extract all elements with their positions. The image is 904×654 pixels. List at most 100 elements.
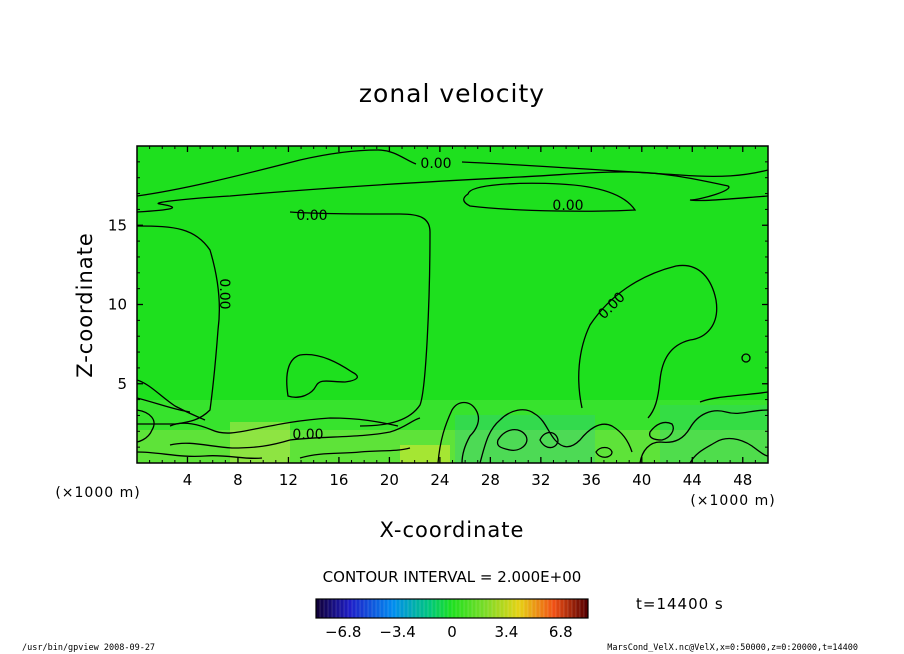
colorbar-cells (315, 599, 589, 618)
colorbar-cell (408, 599, 413, 618)
contour-line (137, 397, 191, 413)
contour-line (639, 409, 768, 463)
colorbar-tick-label: 0 (447, 623, 457, 641)
warm-patch-shading (400, 445, 450, 463)
colorbar-cell (340, 599, 345, 618)
contour-interval-text: CONTOUR INTERVAL = 2.000E+00 (323, 568, 582, 586)
colorbar-cell (552, 599, 557, 618)
colorbar-cell (392, 599, 397, 618)
colorbar-cell (556, 599, 561, 618)
contour-label: 0.00 (296, 208, 327, 224)
colorbar-cell (436, 599, 441, 618)
colorbar-cell (316, 599, 321, 618)
contour-line (539, 431, 559, 449)
x-tick-label: 32 (531, 471, 550, 489)
colorbar-cell (320, 599, 325, 618)
x-unit-label-right: (×1000 m) (690, 493, 775, 509)
colorbar-cell (488, 599, 493, 618)
colorbar-cell (532, 599, 537, 618)
colorbar-cell (464, 599, 469, 618)
colorbar-cell (484, 599, 489, 618)
contour-line (648, 421, 674, 441)
contour-line (479, 409, 633, 463)
x-tick-label: 12 (279, 471, 298, 489)
x-axis-ticks: 4 8 12 16 20 24 28 32 36 40 44 48 (149, 146, 756, 489)
x-tick-label: 40 (632, 471, 651, 489)
colorbar-cell (572, 599, 577, 618)
contour-label: 0.00 (216, 278, 232, 309)
colorbar-cell (344, 599, 349, 618)
colorbar-cell (380, 599, 385, 618)
x-axis-label: X-coordinate (380, 518, 525, 542)
colorbar-cell (584, 599, 589, 618)
contour-line (699, 391, 768, 403)
x-tick-label: 20 (380, 471, 399, 489)
x-tick-label: 44 (683, 471, 702, 489)
colorbar-cell (452, 599, 457, 618)
colorbar-cell (324, 599, 329, 618)
x-tick-label: 36 (582, 471, 601, 489)
contour-lines (137, 149, 768, 463)
contour-line (169, 417, 421, 449)
contour-line (169, 417, 399, 434)
colorbar-cell (516, 599, 521, 618)
contour-label: 0.00 (420, 156, 451, 172)
x-tick-label: 28 (481, 471, 500, 489)
colorbar-cell (472, 599, 477, 618)
contour-labels: 0.000.000.000.00 0.000.00 (216, 156, 629, 443)
colorbar-cell (492, 599, 497, 618)
contour-line (286, 353, 358, 398)
colorbar-cell (440, 599, 445, 618)
contour-label: 0.00 (292, 427, 323, 443)
y-tick-label: 15 (108, 216, 127, 234)
colorbar-cell (520, 599, 525, 618)
colorbar-cell (348, 599, 353, 618)
footer-program-date: /usr/bin/gpview 2008-09-27 (22, 643, 155, 653)
colorbar-cell (400, 599, 405, 618)
x-tick-label: 4 (183, 471, 193, 489)
colorbar-cell (564, 599, 569, 618)
colorbar-cell (576, 599, 581, 618)
colorbar-cell (396, 599, 401, 618)
contour-line (137, 451, 263, 460)
colorbar-cell (456, 599, 461, 618)
colorbar-cell (328, 599, 333, 618)
colorbar-cell (412, 599, 417, 618)
colorbar-cell (500, 599, 505, 618)
colorbar-cell (420, 599, 425, 618)
colorbar-cell (448, 599, 453, 618)
colorbar-cell (560, 599, 565, 618)
contour-line (496, 429, 528, 451)
colorbar-cell (388, 599, 393, 618)
contour-line (741, 353, 751, 363)
contour-line (463, 182, 637, 212)
colorbar-cell (372, 599, 377, 618)
colorbar: −6.8 −3.4 0 3.4 6.8 (315, 598, 589, 641)
colorbar-cell (512, 599, 517, 618)
contour-line (299, 447, 411, 459)
x-tick-label: 48 (733, 471, 752, 489)
colorbar-cell (540, 599, 545, 618)
colorbar-cell (364, 599, 369, 618)
colorbar-cell (544, 599, 549, 618)
y-tick-label: 5 (117, 375, 127, 393)
colorbar-cell (528, 599, 533, 618)
cool-patch-shading (455, 415, 595, 463)
y-axis-ticks: 5 10 15 (108, 161, 768, 448)
colorbar-cell (360, 599, 365, 618)
colorbar-cell (356, 599, 361, 618)
colorbar-cell (368, 599, 373, 618)
colorbar-cell (508, 599, 513, 618)
colorbar-cell (580, 599, 585, 618)
y-axis-label: Z-coordinate (73, 232, 97, 378)
colorbar-cell (336, 599, 341, 618)
time-label: t=14400 s (636, 595, 724, 613)
colorbar-tick-label: −6.8 (325, 623, 361, 641)
colorbar-cell (524, 599, 529, 618)
colorbar-cell (536, 599, 541, 618)
colorbar-cell (468, 599, 473, 618)
contour-line (437, 401, 480, 463)
contour-line (137, 149, 417, 197)
contour-line (137, 409, 155, 443)
